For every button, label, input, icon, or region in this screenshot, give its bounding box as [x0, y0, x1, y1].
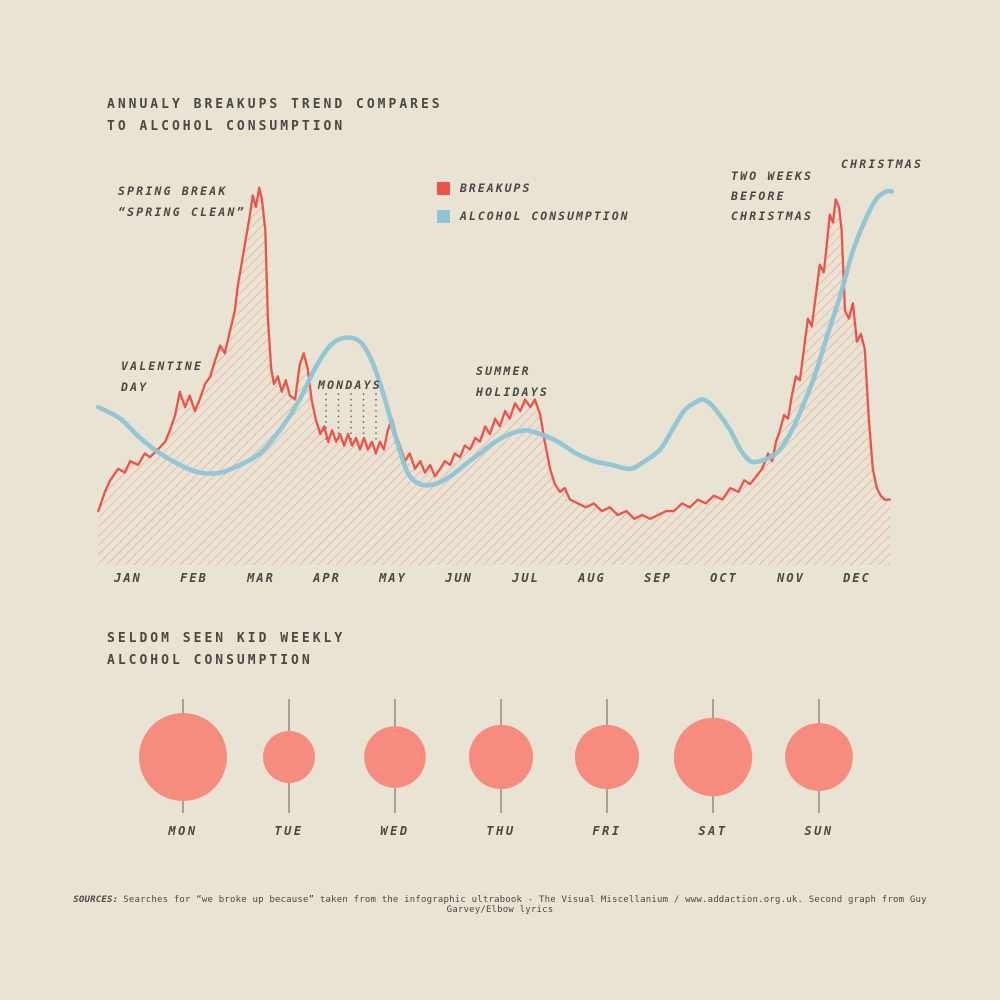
annotation-line: VALENTINE [121, 359, 204, 373]
weekly-section-title: SELDOM SEEN KID WEEKLY ALCOHOL CONSUMPTI… [107, 628, 345, 672]
annotation-line: BEFORE [731, 189, 786, 203]
page-title-line1: ANNUALY BREAKUPS TREND COMPARES [107, 97, 443, 112]
alcohol-swatch-icon [437, 209, 450, 223]
month-label-aug: AUG [578, 571, 606, 585]
annotation-summer-holidays: SUMMER HOLIDAYS [476, 361, 549, 403]
weekly-circle-tue [263, 731, 315, 783]
weekly-title-line2: ALCOHOL CONSUMPTION [107, 653, 313, 668]
legend-item-breakups: BREAKUPS [437, 181, 630, 195]
annotation-mondays: MONDAYS [318, 375, 382, 396]
annotation-line: DAY [121, 380, 149, 394]
breakups-line [97, 186, 892, 520]
day-label-fri: FRI [592, 824, 622, 838]
month-label-feb: FEB [180, 571, 208, 585]
mondays-dotted-marks-icon [325, 393, 377, 441]
annotation-line: CHRISTMAS [841, 157, 924, 171]
legend: BREAKUPS ALCOHOL CONSUMPTION [437, 181, 630, 237]
month-label-sep: SEP [644, 571, 672, 585]
breakups-swatch-icon [437, 181, 450, 195]
legend-item-alcohol: ALCOHOL CONSUMPTION [437, 209, 630, 223]
annotation-line: CHRISTMAS [731, 209, 814, 223]
annotation-two-weeks-before-christmas: TWO WEEKS BEFORE CHRISTMAS [731, 166, 813, 226]
month-label-jan: JAN [114, 571, 142, 585]
weekly-bubble-chart [139, 699, 853, 813]
weekly-circle-sat [673, 717, 753, 797]
annotation-line: HOLIDAYS [476, 385, 549, 399]
month-label-mar: MAR [247, 571, 275, 585]
day-label-sat: SAT [698, 824, 728, 838]
day-label-wed: WED [380, 824, 410, 838]
month-label-oct: OCT [710, 571, 738, 585]
day-label-sun: SUN [804, 824, 834, 838]
annotation-line: “SPRING CLEAN” [118, 205, 246, 219]
weekly-circle-sun [785, 723, 853, 791]
legend-label-alcohol: ALCOHOL CONSUMPTION [460, 209, 630, 223]
sources-footer: SOURCES: Searches for “we broke up becaus… [40, 895, 960, 915]
month-label-jun: JUN [445, 571, 473, 585]
alcohol-consumption-line [96, 188, 895, 488]
month-label-jul: JUL [512, 571, 540, 585]
weekly-circle-fri [574, 724, 640, 790]
weekly-circle-mon [139, 713, 227, 801]
legend-label-breakups: BREAKUPS [460, 181, 532, 195]
annotation-valentine-day: VALENTINE DAY [121, 356, 203, 398]
weekly-circle-wed [364, 726, 426, 788]
month-label-apr: APR [313, 571, 341, 585]
annotation-spring-break: SPRING BREAK “SPRING CLEAN” [118, 181, 246, 223]
day-label-tue: TUE [274, 824, 304, 838]
month-label-nov: NOV [777, 571, 805, 585]
month-label-may: MAY [379, 571, 407, 585]
annotation-line: TWO WEEKS [731, 169, 814, 183]
day-label-thu: THU [486, 824, 516, 838]
month-label-dec: DEC [843, 571, 871, 585]
annotation-christmas: CHRISTMAS [841, 154, 923, 175]
weekly-title-line1: SELDOM SEEN KID WEEKLY [107, 631, 346, 646]
weekly-circle-thu [468, 724, 534, 790]
annotation-line: MONDAYS [318, 378, 382, 392]
sources-label: SOURCES: [73, 895, 119, 905]
day-label-mon: MON [168, 824, 198, 838]
breakups-area-fill [98, 187, 891, 565]
page-title-line2: TO ALCOHOL CONSUMPTION [107, 119, 346, 134]
page-title: ANNUALY BREAKUPS TREND COMPARES TO ALCOH… [107, 94, 443, 138]
annotation-line: SPRING BREAK [118, 184, 228, 198]
sources-text: Searches for “we broke up because” taken… [123, 895, 927, 915]
annotation-line: SUMMER [476, 364, 531, 378]
